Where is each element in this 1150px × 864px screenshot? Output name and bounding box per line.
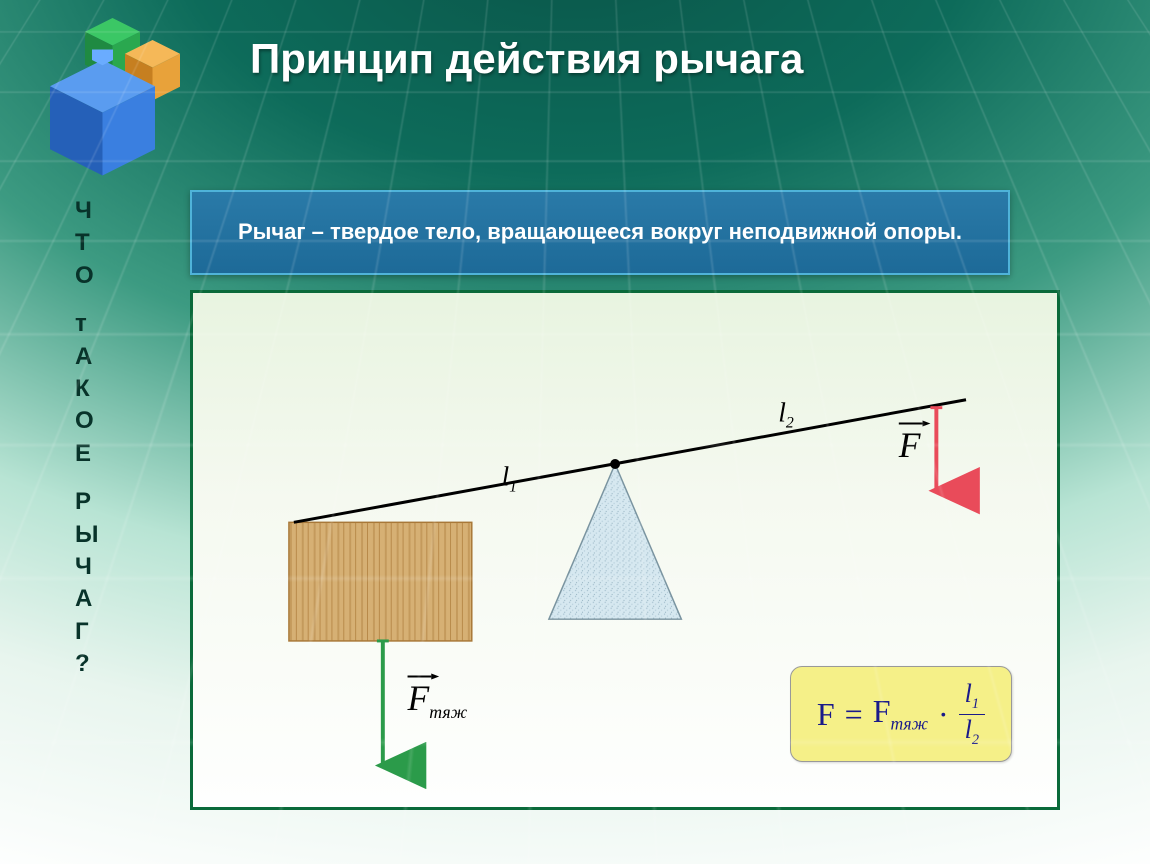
definition-box: Рычаг – твердое тело, вращающееся вокруг… [190,190,1010,275]
formula-dot: · [938,696,949,733]
sidebar-char: Е [75,438,115,470]
label-F: F [898,425,922,465]
formula-box: F = Fтяж · l1 l2 [790,666,1012,762]
sidebar-char: А [75,583,115,615]
label-l1: l1 [501,461,517,496]
sidebar-char: т [75,308,115,340]
formula-Ftyazh: Fтяж [873,693,928,734]
label-l2: l2 [778,397,794,432]
sidebar-char [75,470,115,486]
slide-title: Принцип действия рычага [250,35,803,83]
sidebar-char: Р [75,486,115,518]
lever-diagram: l1 l2 F Fтяж F = Fтяж · l1 l2 [190,290,1060,810]
sidebar-char: ? [75,648,115,680]
sidebar-char: О [75,405,115,437]
formula-fraction: l1 l2 [959,681,985,747]
sidebar-char: Г [75,616,115,648]
sidebar-char: Ы [75,519,115,551]
load-block [289,522,472,641]
sidebar-vertical-text: ЧТО тАКОЕ РЫЧАГ? [75,195,115,680]
formula-eq: = [845,696,863,733]
sidebar-char: О [75,260,115,292]
sidebar-char [75,292,115,308]
sidebar-char: Ч [75,195,115,227]
definition-text: Рычаг – твердое тело, вращающееся вокруг… [238,217,962,248]
sidebar-char: Ч [75,551,115,583]
pivot-point [610,459,620,469]
label-Ftyazh: Fтяж [407,678,468,722]
sidebar-char: Т [75,227,115,259]
fulcrum [549,464,681,619]
logo-cubes [30,10,200,180]
sidebar-char: А [75,341,115,373]
formula-F: F [817,696,835,733]
sidebar-char: К [75,373,115,405]
